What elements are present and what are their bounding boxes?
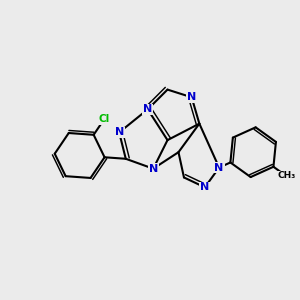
- Text: N: N: [143, 104, 152, 114]
- Text: N: N: [148, 164, 158, 174]
- Text: CH₃: CH₃: [277, 171, 295, 180]
- Text: N: N: [115, 128, 124, 137]
- Text: Cl: Cl: [98, 114, 110, 124]
- Text: N: N: [187, 92, 196, 102]
- Text: N: N: [200, 182, 209, 192]
- Text: N: N: [214, 163, 224, 172]
